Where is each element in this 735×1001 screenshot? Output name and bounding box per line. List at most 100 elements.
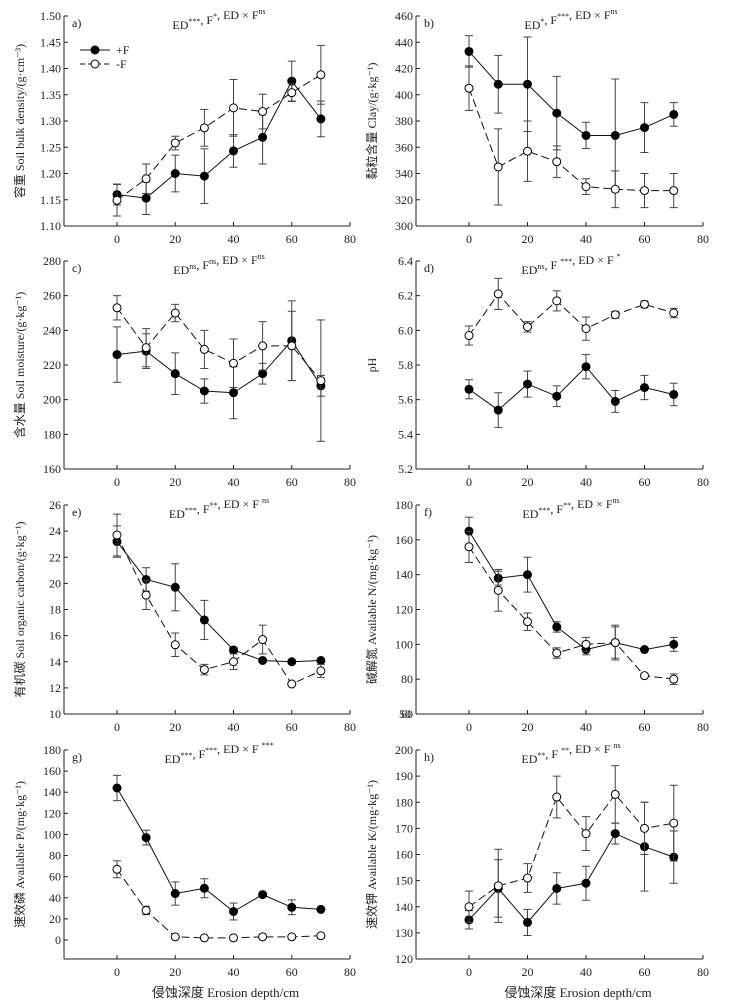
y-tick-label: 300 <box>395 219 413 233</box>
x-tick-label: 0 <box>114 232 120 246</box>
data-point <box>199 171 209 181</box>
data-point <box>258 890 268 900</box>
y-tick-label: 1.15 <box>40 193 61 207</box>
y-tick-label: 0 <box>55 933 61 947</box>
x-tick-label: 20 <box>522 720 534 734</box>
data-point <box>112 303 122 313</box>
data-point <box>258 132 268 142</box>
data-point <box>669 674 679 684</box>
data-point <box>610 184 620 194</box>
y-tick-label: 1.10 <box>40 219 61 233</box>
panel-b: 300 320 340 360 380 400 420 440 460 0 20 40 60 80 黏粒含量… <box>364 7 709 246</box>
y-tick-label: 220 <box>43 358 61 372</box>
data-point <box>640 299 649 309</box>
data-point <box>141 590 151 600</box>
series-minus-f <box>464 65 679 209</box>
series-line <box>116 868 321 939</box>
significance-annotation: ED***, F***, ED × F *** <box>164 741 273 766</box>
x-tick-label: 60 <box>286 720 298 734</box>
data-point <box>287 679 297 689</box>
series-plus-f <box>464 354 679 428</box>
y-tick-label: 380 <box>395 114 413 128</box>
x-tick-label: 0 <box>466 720 472 734</box>
y-tick-label: 16 <box>49 629 61 643</box>
data-point <box>640 186 649 196</box>
y-tick-label: 320 <box>395 193 413 207</box>
panel-label: h) <box>424 750 434 764</box>
series-minus-f <box>464 277 679 346</box>
panel-label: c) <box>72 261 81 275</box>
y-axis-label: 碱解氮 Available N/(mg·kg⁻¹) <box>364 535 379 684</box>
y-tick-label: 180 <box>395 498 413 512</box>
data-point <box>258 107 268 117</box>
y-tick-label: 180 <box>43 743 61 757</box>
data-point <box>464 902 474 912</box>
y-tick-label: 6.0 <box>398 323 413 337</box>
x-tick-label: 20 <box>169 475 181 489</box>
y-tick-label: 60 <box>401 707 413 721</box>
y-tick-label: 360 <box>395 140 413 154</box>
data-point <box>112 783 122 793</box>
x-tick-label: 20 <box>522 232 534 246</box>
data-point <box>170 640 180 650</box>
y-axis-label: 速效钾 Available K/(mg·kg⁻¹) <box>364 780 379 929</box>
data-point <box>552 108 562 118</box>
panel-label: e) <box>72 505 81 519</box>
y-tick-label: 130 <box>395 926 413 940</box>
significance-annotation: EDns, F ***, ED × F * <box>521 252 620 277</box>
y-axis-label: 速效磷 Available P/(mg·kg⁻¹) <box>12 781 27 928</box>
x-tick-label: 60 <box>286 965 298 979</box>
series-line <box>468 832 674 924</box>
y-tick-label: 6.2 <box>398 289 413 303</box>
x-tick-label: 60 <box>286 232 298 246</box>
data-point <box>316 666 326 676</box>
data-point <box>640 383 649 393</box>
data-point <box>258 932 268 942</box>
y-tick-label: 1.40 <box>40 62 61 76</box>
y-tick-label: 40 <box>49 891 61 905</box>
data-point <box>552 157 562 167</box>
significance-annotation: ED*, F***, ED × Fns <box>524 7 617 32</box>
x-tick-label: 40 <box>580 232 592 246</box>
data-point <box>199 386 209 396</box>
legend-label: +F <box>116 43 130 57</box>
data-point <box>493 289 503 299</box>
data-point <box>258 635 268 645</box>
data-point <box>464 542 474 552</box>
x-tick-label: 0 <box>114 475 120 489</box>
x-tick-label: 80 <box>344 232 356 246</box>
significance-annotation: ED**, F **, ED × F ns <box>521 741 620 766</box>
series-line <box>116 307 322 381</box>
data-point <box>493 79 503 89</box>
panel-h: 120 130 140 150 160 170 180 190 200 0 20 40 60 80 速效钾 … <box>364 741 709 1000</box>
y-tick-label: 190 <box>395 769 413 783</box>
data-point <box>581 362 591 372</box>
data-point <box>316 904 326 914</box>
series-line <box>468 793 674 908</box>
y-axis-label: 含水量 Soil moisture/(g·kg⁻¹) <box>12 292 27 439</box>
data-point <box>640 123 649 133</box>
y-tick-label: 160 <box>43 462 61 476</box>
panel-c: 160 180 200 220 240 260 280 0 20 40 60 80 含水量 Soil m… <box>12 252 356 489</box>
x-tick-label: 0 <box>466 965 472 979</box>
data-point <box>552 648 562 658</box>
data-point <box>640 823 649 833</box>
data-point <box>170 889 180 899</box>
data-point <box>287 341 297 351</box>
series-line <box>468 293 674 336</box>
x-tick-label: 0 <box>466 232 472 246</box>
y-tick-label: 340 <box>395 167 413 181</box>
x-tick-label: 80 <box>697 475 709 489</box>
data-point <box>112 864 122 874</box>
y-tick-label: 5.6 <box>398 393 413 407</box>
y-tick-label: 1.30 <box>40 114 61 128</box>
data-point <box>229 103 238 113</box>
data-point <box>669 639 679 649</box>
data-point <box>287 88 297 98</box>
data-point <box>610 829 620 839</box>
panel-label: f) <box>424 505 432 519</box>
data-point <box>141 193 151 203</box>
series-plus-f <box>112 300 326 420</box>
data-point <box>464 46 474 56</box>
